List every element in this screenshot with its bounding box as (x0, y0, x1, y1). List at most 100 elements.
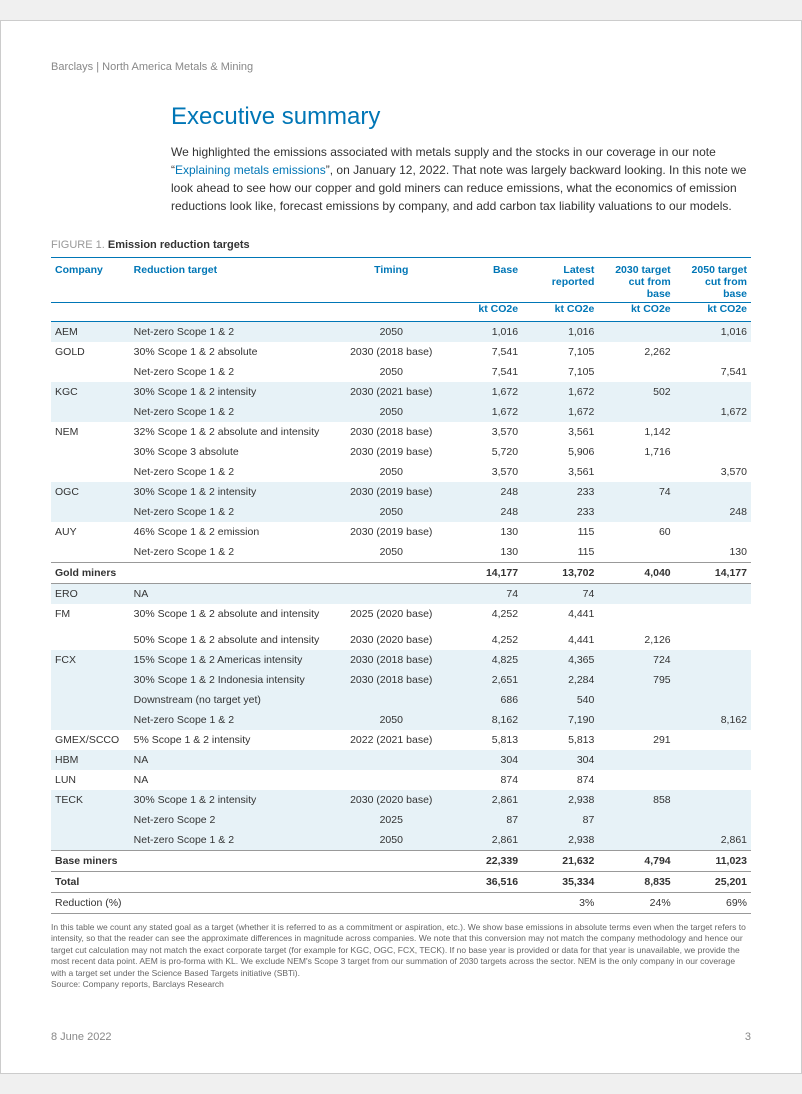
unit-latest: kt CO2e (522, 303, 598, 322)
table-row: GOLD30% Scope 1 & 2 absolute2030 (2018 b… (51, 342, 751, 362)
table-cell: 2,861 (446, 830, 522, 851)
table-cell: 21,632 (522, 851, 598, 872)
executive-summary-title: Executive summary (171, 103, 751, 131)
table-cell: 2050 (337, 542, 446, 563)
table-cell: ERO (51, 584, 130, 605)
table-cell: 30% Scope 1 & 2 Indonesia intensity (130, 670, 337, 690)
table-cell: 14,177 (446, 563, 522, 584)
executive-summary-body: We highlighted the emissions associated … (171, 143, 751, 215)
table-cell (675, 422, 751, 442)
table-row: TECK30% Scope 1 & 2 intensity2030 (2020 … (51, 790, 751, 810)
table-cell: 3,570 (675, 462, 751, 482)
table-cell: 4,794 (598, 851, 674, 872)
table-cell: 2050 (337, 402, 446, 422)
table-row: Net-zero Scope 220258787 (51, 810, 751, 830)
table-cell: 1,142 (598, 422, 674, 442)
table-cell: 2,938 (522, 790, 598, 810)
table-cell: 36,516 (446, 872, 522, 893)
note-link[interactable]: Explaining metals emissions (175, 163, 326, 177)
unit-base: kt CO2e (446, 303, 522, 322)
table-cell: 1,672 (446, 382, 522, 402)
table-cell (675, 522, 751, 542)
table-cell (51, 710, 130, 730)
table-cell (51, 690, 130, 710)
table-row: 30% Scope 1 & 2 Indonesia intensity2030 … (51, 670, 751, 690)
table-row: KGC30% Scope 1 & 2 intensity2030 (2021 b… (51, 382, 751, 402)
table-cell: 2022 (2021 base) (337, 730, 446, 750)
table-cell: 5,906 (522, 442, 598, 462)
table-cell: 2,861 (675, 830, 751, 851)
table-cell (598, 604, 674, 624)
table-cell: 115 (522, 522, 598, 542)
table-cell: NA (130, 770, 337, 790)
table-cell (598, 462, 674, 482)
table-cell: 25,201 (675, 872, 751, 893)
table-cell: 35,334 (522, 872, 598, 893)
table-cell (51, 830, 130, 851)
table-cell: 248 (446, 482, 522, 502)
table-cell: 2050 (337, 710, 446, 730)
table-cell: 2,284 (522, 670, 598, 690)
table-cell: 724 (598, 650, 674, 670)
table-cell: 3,570 (446, 462, 522, 482)
table-cell (51, 402, 130, 422)
table-cell: 14,177 (675, 563, 751, 584)
table-cell (675, 770, 751, 790)
table-row: Net-zero Scope 1 & 220507,5417,1057,541 (51, 362, 751, 382)
table-cell (51, 462, 130, 482)
table-cell (675, 442, 751, 462)
table-cell (446, 893, 522, 914)
table-cell: 2030 (2019 base) (337, 482, 446, 502)
table-cell: 2030 (2018 base) (337, 342, 446, 362)
table-cell: 5% Scope 1 & 2 intensity (130, 730, 337, 750)
table-cell: 233 (522, 482, 598, 502)
table-cell (51, 542, 130, 563)
emissions-table: Company Reduction target Timing Base Lat… (51, 257, 751, 914)
table-cell (598, 690, 674, 710)
table-row: Net-zero Scope 1 & 220503,5703,5613,570 (51, 462, 751, 482)
table-cell: Net-zero Scope 1 & 2 (130, 502, 337, 522)
table-cell: 795 (598, 670, 674, 690)
table-cell (51, 502, 130, 522)
table-cell: 4,252 (446, 604, 522, 624)
table-cell: HBM (51, 750, 130, 770)
table-cell: 2050 (337, 362, 446, 382)
table-row: Net-zero Scope 1 & 22050248233248 (51, 502, 751, 522)
table-cell: 2,126 (598, 624, 674, 650)
table-cell: 2,262 (598, 342, 674, 362)
table-cell (675, 584, 751, 605)
figure-prefix: FIGURE 1. (51, 239, 105, 251)
table-cell: 60 (598, 522, 674, 542)
table-reduction-row: Reduction (%)3%24%69% (51, 893, 751, 914)
table-row: Net-zero Scope 1 & 220501,6721,6721,672 (51, 402, 751, 422)
table-cell: 4,825 (446, 650, 522, 670)
table-cell: 22,339 (446, 851, 522, 872)
col-timing: Timing (337, 258, 446, 303)
table-cell: 1,672 (675, 402, 751, 422)
table-cell: 32% Scope 1 & 2 absolute and intensity (130, 422, 337, 442)
table-cell: 74 (522, 584, 598, 605)
table-cell (675, 650, 751, 670)
table-row: LUNNA874874 (51, 770, 751, 790)
table-cell: 2050 (337, 830, 446, 851)
table-cell: 1,016 (446, 322, 522, 343)
table-cell: 291 (598, 730, 674, 750)
table-cell: 233 (522, 502, 598, 522)
table-cell: NA (130, 584, 337, 605)
table-cell: 304 (446, 750, 522, 770)
table-cell (598, 810, 674, 830)
table-cell: Net-zero Scope 2 (130, 810, 337, 830)
table-cell: 248 (675, 502, 751, 522)
table-cell: 2030 (2018 base) (337, 670, 446, 690)
table-cell: 1,672 (446, 402, 522, 422)
table-cell: 540 (522, 690, 598, 710)
col-2050: 2050 target cut from base (675, 258, 751, 303)
table-cell: 2025 (337, 810, 446, 830)
table-section-row: Total36,51635,3348,83525,201 (51, 872, 751, 893)
table-cell: 30% Scope 1 & 2 intensity (130, 382, 337, 402)
table-cell: 2050 (337, 322, 446, 343)
table-cell: 7,541 (446, 342, 522, 362)
table-cell: Net-zero Scope 1 & 2 (130, 542, 337, 563)
table-cell (598, 542, 674, 563)
table-section-row: Base miners22,33921,6324,79411,023 (51, 851, 751, 872)
